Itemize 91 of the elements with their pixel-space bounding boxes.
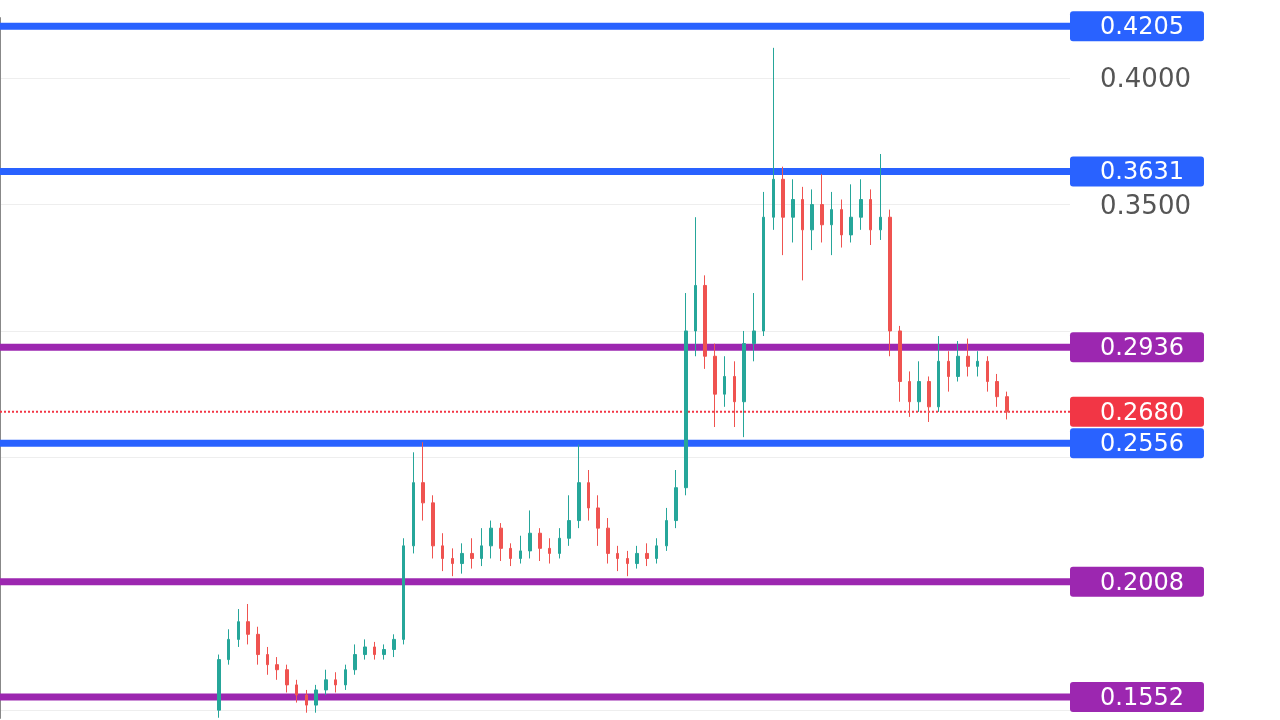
candlestick (548, 537, 551, 565)
candlestick (762, 191, 765, 337)
candlestick (869, 188, 872, 246)
candlestick (742, 330, 746, 438)
candlestick (733, 360, 736, 428)
candlestick (353, 643, 357, 676)
candlestick (275, 656, 279, 681)
candlestick (558, 527, 561, 559)
candlestick (995, 373, 999, 408)
candlestick (314, 684, 318, 714)
candlestick (694, 216, 697, 357)
ref-line-label: 0.3631 (1100, 157, 1184, 186)
candlestick (470, 537, 474, 570)
candlestick (927, 375, 931, 423)
candlestick (801, 186, 804, 281)
candlestick (626, 550, 629, 577)
candlestick (227, 628, 230, 666)
candlestick (382, 643, 386, 661)
candlestick (519, 535, 522, 565)
candlestick (810, 188, 814, 251)
candlestick (324, 669, 328, 696)
candlestick (947, 350, 950, 393)
candlestick (246, 603, 250, 645)
candlestick (266, 646, 269, 676)
y-tick-label: 0.3500 (1100, 189, 1191, 220)
candlestick (723, 355, 726, 408)
candlestick (431, 494, 435, 559)
candlestick (363, 638, 367, 661)
ref-line-label: 0.2680 (1100, 397, 1184, 426)
candlestick (908, 370, 911, 418)
candlestick (966, 338, 970, 377)
candlestick (606, 517, 610, 565)
candlestick (334, 671, 337, 693)
candlestick (791, 178, 795, 243)
candlestick (392, 633, 396, 658)
candlestick (509, 542, 512, 567)
candlestick (917, 360, 921, 413)
candlestick (674, 469, 678, 529)
candlestick (616, 545, 619, 572)
candlestick (460, 542, 464, 575)
candlestick (684, 292, 688, 496)
candlestick (820, 173, 824, 243)
candlestick (879, 153, 882, 241)
candlestick (888, 209, 892, 357)
candlestick (703, 274, 707, 370)
candlestick (480, 527, 483, 567)
y-tick-label: 0.4000 (1100, 63, 1191, 94)
candlestick (587, 469, 590, 522)
candlestick (451, 547, 454, 577)
candlestick (217, 654, 221, 719)
candlestick (830, 191, 833, 256)
candlestick (635, 545, 639, 570)
candlestick (1005, 391, 1009, 420)
candlestick (937, 335, 940, 413)
candlestick (665, 507, 668, 552)
candlestick (849, 183, 853, 243)
candlestick (489, 520, 493, 559)
candlestick (840, 199, 843, 249)
candlestick (528, 509, 532, 559)
candlestick (344, 664, 347, 691)
candlestick (237, 608, 240, 648)
candlestick (655, 537, 658, 565)
candlestick (772, 47, 775, 231)
candlestick (898, 325, 902, 403)
candlestick (781, 166, 785, 256)
candlestick (305, 689, 308, 714)
candlestick (956, 340, 960, 383)
candlestick (752, 292, 756, 362)
candlestick (859, 178, 863, 231)
candlestick (713, 343, 717, 428)
candlestick (499, 522, 503, 562)
candlestick (285, 664, 289, 693)
candlestick (577, 444, 581, 529)
ref-line-label: 0.2936 (1100, 333, 1184, 362)
candlestick (441, 532, 444, 572)
candlestick (596, 494, 600, 547)
candlestick (295, 679, 298, 704)
candlestick (986, 355, 989, 393)
candlestick (402, 537, 405, 645)
candlestick (976, 350, 979, 377)
candlestick (256, 626, 260, 666)
ref-line-label: 0.4205 (1100, 12, 1184, 41)
candlestick (421, 441, 425, 522)
ref-line-label: 0.2556 (1100, 429, 1184, 458)
candlestick (538, 527, 542, 562)
candlestick (373, 641, 376, 661)
candlestick (412, 451, 415, 554)
candlestick (567, 494, 571, 547)
ref-line-label: 0.2008 (1100, 567, 1184, 596)
ref-line-label: 0.1552 (1100, 683, 1184, 712)
candlestick (645, 542, 649, 567)
